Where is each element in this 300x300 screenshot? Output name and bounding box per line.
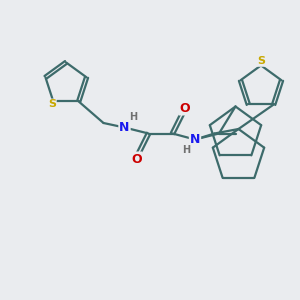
Text: O: O: [131, 152, 142, 166]
Text: N: N: [190, 133, 200, 146]
Text: H: H: [182, 145, 190, 155]
Text: S: S: [48, 100, 56, 110]
Text: O: O: [179, 101, 190, 115]
Text: H: H: [129, 112, 138, 122]
Text: N: N: [119, 121, 130, 134]
Text: S: S: [257, 56, 265, 66]
